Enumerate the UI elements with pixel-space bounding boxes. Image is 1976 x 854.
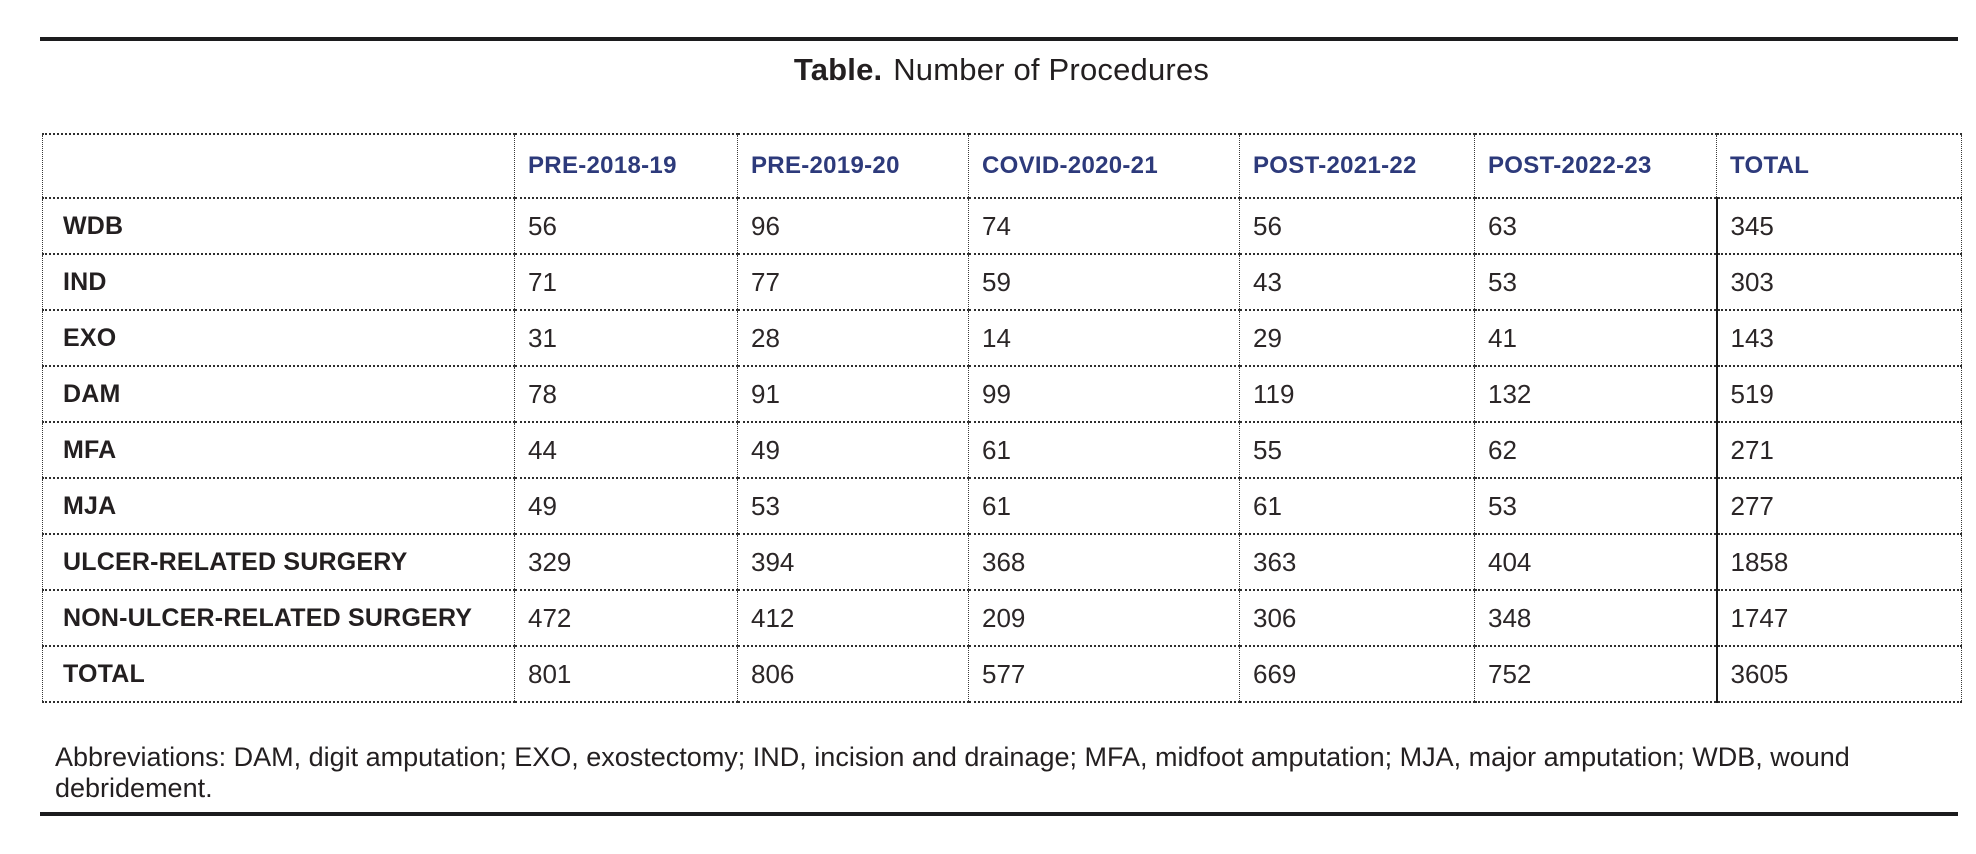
value-cell: 394 (737, 533, 969, 591)
value-cell: 363 (1239, 533, 1475, 591)
value-cell: 44 (514, 421, 738, 479)
value-cell: 41 (1474, 309, 1717, 367)
value-cell: 345 (1715, 197, 1962, 255)
value-cell: 143 (1715, 309, 1962, 367)
column-header-post-2021-22: POST-2021-22 (1239, 133, 1475, 199)
value-cell: 56 (514, 197, 738, 255)
value-cell: 62 (1474, 421, 1717, 479)
value-cell: 61 (968, 421, 1240, 479)
value-cell: 49 (514, 477, 738, 535)
value-cell: 99 (968, 365, 1240, 423)
value-cell: 472 (514, 589, 738, 647)
table-row-wdb: WDB 56 96 74 56 63 345 (42, 197, 1962, 255)
value-cell: 56 (1239, 197, 1475, 255)
table-row-dam: DAM 78 91 99 119 132 519 (42, 365, 1962, 423)
table-row-mja: MJA 49 53 61 61 53 277 (42, 477, 1962, 535)
table-row-total: TOTAL 801 806 577 669 752 3605 (42, 645, 1962, 703)
column-header-pre-2019-20: PRE-2019-20 (737, 133, 969, 199)
table-row-exo: EXO 31 28 14 29 41 143 (42, 309, 1962, 367)
column-header-covid-2020-21: COVID-2020-21 (968, 133, 1240, 199)
value-cell: 519 (1715, 365, 1962, 423)
table-row-mfa: MFA 44 49 61 55 62 271 (42, 421, 1962, 479)
value-cell: 78 (514, 365, 738, 423)
column-header-pre-2018-19: PRE-2018-19 (514, 133, 738, 199)
value-cell: 14 (968, 309, 1240, 367)
value-cell: 3605 (1715, 645, 1962, 703)
row-label: MJA (42, 477, 515, 535)
header-row: PRE-2018-19 PRE-2019-20 COVID-2020-21 POST-… (42, 133, 1962, 199)
value-cell: 132 (1474, 365, 1717, 423)
table-title: Table. Number of Procedures (42, 52, 1961, 88)
value-cell: 59 (968, 253, 1240, 311)
table-title-text: Number of Procedures (893, 52, 1210, 87)
value-cell: 306 (1239, 589, 1475, 647)
value-cell: 77 (737, 253, 969, 311)
value-cell: 53 (1474, 253, 1717, 311)
value-cell: 404 (1474, 533, 1717, 591)
value-cell: 577 (968, 645, 1240, 703)
bottom-rule (40, 812, 1958, 816)
value-cell: 91 (737, 365, 969, 423)
row-label: EXO (42, 309, 515, 367)
table-row-ind: IND 71 77 59 43 53 303 (42, 253, 1962, 311)
row-label: DAM (42, 365, 515, 423)
value-cell: 303 (1715, 253, 1962, 311)
value-cell: 31 (514, 309, 738, 367)
value-cell: 801 (514, 645, 738, 703)
column-header-total: TOTAL (1716, 133, 1962, 199)
value-cell: 271 (1715, 421, 1962, 479)
value-cell: 71 (514, 253, 738, 311)
value-cell: 29 (1239, 309, 1475, 367)
value-cell: 43 (1239, 253, 1475, 311)
row-label: ULCER-RELATED SURGERY (42, 533, 515, 591)
row-label: IND (42, 253, 515, 311)
value-cell: 74 (968, 197, 1240, 255)
procedures-table: PRE-2018-19 PRE-2019-20 COVID-2020-21 POST-… (42, 133, 1962, 703)
value-cell: 28 (737, 309, 969, 367)
value-cell: 49 (737, 421, 969, 479)
row-label: MFA (42, 421, 515, 479)
row-label: TOTAL (42, 645, 515, 703)
value-cell: 61 (1239, 477, 1475, 535)
value-cell: 669 (1239, 645, 1475, 703)
column-header-post-2022-23: POST-2022-23 (1474, 133, 1717, 199)
value-cell: 53 (737, 477, 969, 535)
value-cell: 61 (968, 477, 1240, 535)
value-cell: 752 (1474, 645, 1717, 703)
table-row-ulcer-related-surgery: ULCER-RELATED SURGERY 329 394 368 363 404 1858 (42, 533, 1962, 591)
table-title-label: Table. (793, 52, 883, 87)
value-cell: 1747 (1715, 589, 1962, 647)
value-cell: 329 (514, 533, 738, 591)
value-cell: 412 (737, 589, 969, 647)
table-body: WDB 56 96 74 56 63 345 IND 71 77 59 43 53 303 EXO 31 28 1… (42, 197, 1962, 703)
value-cell: 55 (1239, 421, 1475, 479)
value-cell: 53 (1474, 477, 1717, 535)
value-cell: 277 (1715, 477, 1962, 535)
value-cell: 348 (1474, 589, 1717, 647)
value-cell: 119 (1239, 365, 1475, 423)
value-cell: 96 (737, 197, 969, 255)
value-cell: 368 (968, 533, 1240, 591)
abbreviations-note: Abbreviations: DAM, digit amputation; EX… (55, 742, 1850, 803)
value-cell: 806 (737, 645, 969, 703)
corner-cell (42, 133, 515, 199)
value-cell: 63 (1474, 197, 1717, 255)
row-label: NON-ULCER-RELATED SURGERY (42, 589, 515, 647)
table-row-non-ulcer-related-surgery: NON-ULCER-RELATED SURGERY 472 412 209 306 348… (42, 589, 1962, 647)
row-label: WDB (42, 197, 515, 255)
value-cell: 209 (968, 589, 1240, 647)
value-cell: 1858 (1715, 533, 1962, 591)
top-rule (40, 37, 1958, 41)
